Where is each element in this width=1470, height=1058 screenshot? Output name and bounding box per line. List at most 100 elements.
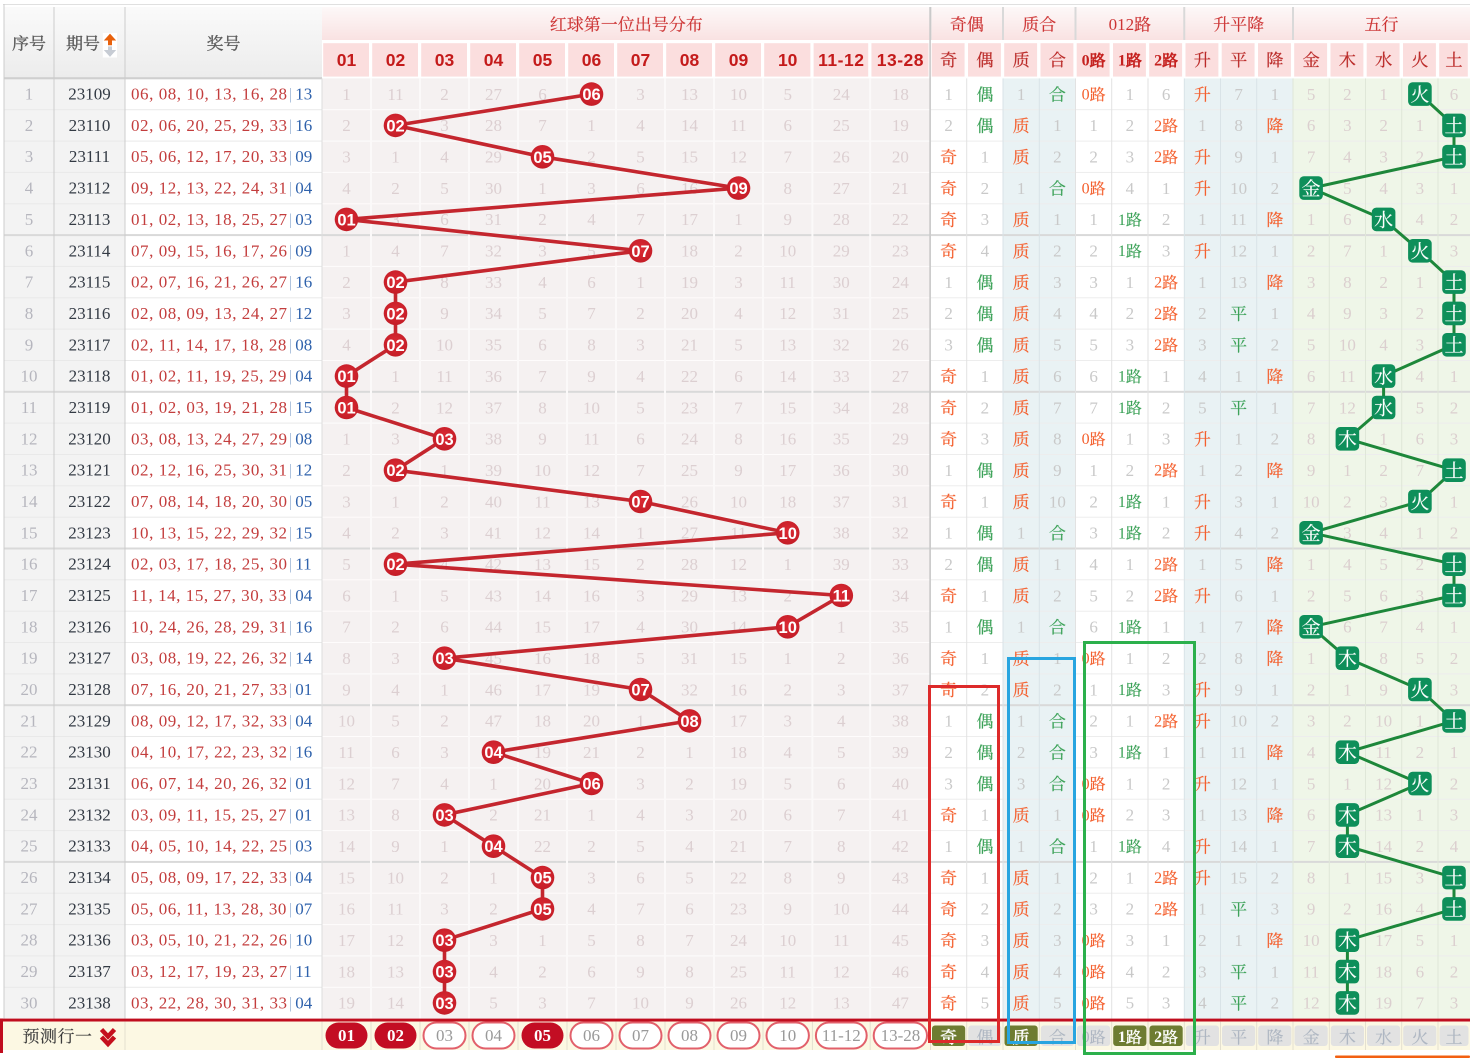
svg-text:31: 31 bbox=[485, 210, 502, 229]
svg-text:7: 7 bbox=[636, 900, 645, 919]
svg-text:2: 2 bbox=[837, 649, 846, 668]
svg-text:6: 6 bbox=[1343, 210, 1352, 229]
svg-text:1: 1 bbox=[1017, 837, 1026, 856]
svg-text:23109: 23109 bbox=[68, 85, 111, 104]
svg-text:11: 11 bbox=[833, 931, 849, 950]
svg-text:13: 13 bbox=[534, 555, 551, 574]
svg-text:2: 2 bbox=[1450, 398, 1459, 417]
svg-text:1: 1 bbox=[489, 868, 498, 887]
svg-text:1: 1 bbox=[1017, 179, 1026, 198]
svg-text:2: 2 bbox=[1271, 179, 1280, 198]
svg-text:3: 3 bbox=[1307, 273, 1316, 292]
svg-text:2: 2 bbox=[1154, 275, 1162, 292]
svg-text:23127: 23127 bbox=[68, 649, 111, 668]
svg-text:3: 3 bbox=[1162, 680, 1171, 699]
svg-text:1: 1 bbox=[1118, 369, 1126, 386]
svg-text:33: 33 bbox=[892, 555, 909, 574]
svg-text:4: 4 bbox=[1416, 210, 1425, 229]
svg-text:1: 1 bbox=[1126, 273, 1135, 292]
svg-text:04: 04 bbox=[295, 993, 313, 1012]
svg-text:|: | bbox=[289, 149, 292, 166]
svg-text:5: 5 bbox=[489, 994, 498, 1013]
svg-text:02: 02 bbox=[386, 305, 404, 323]
svg-text:08: 08 bbox=[295, 335, 312, 354]
svg-text:1: 1 bbox=[1271, 148, 1280, 167]
svg-text:1: 1 bbox=[1343, 680, 1352, 699]
svg-text:09: 09 bbox=[730, 1026, 747, 1045]
svg-text:2: 2 bbox=[1343, 712, 1352, 731]
svg-text:6: 6 bbox=[783, 116, 792, 135]
svg-text:10: 10 bbox=[833, 900, 850, 919]
svg-text:16: 16 bbox=[295, 743, 312, 762]
svg-text:17: 17 bbox=[338, 931, 356, 950]
svg-text:8: 8 bbox=[25, 304, 34, 323]
svg-text:13: 13 bbox=[779, 336, 796, 355]
svg-text:2: 2 bbox=[783, 586, 792, 605]
svg-text:3: 3 bbox=[1450, 994, 1459, 1013]
svg-text:1: 1 bbox=[1379, 430, 1388, 449]
svg-text:5: 5 bbox=[1343, 586, 1352, 605]
svg-text:01: 01 bbox=[337, 368, 355, 386]
svg-text:1: 1 bbox=[1198, 618, 1207, 637]
svg-text:17: 17 bbox=[534, 680, 552, 699]
svg-text:4: 4 bbox=[489, 962, 498, 981]
svg-text:1: 1 bbox=[1118, 525, 1126, 542]
svg-text:11: 11 bbox=[583, 430, 599, 449]
svg-text:3: 3 bbox=[1053, 273, 1062, 292]
svg-text:2: 2 bbox=[1154, 149, 1162, 166]
svg-text:2: 2 bbox=[440, 712, 449, 731]
svg-text:6: 6 bbox=[1089, 618, 1098, 637]
svg-text:4: 4 bbox=[1089, 555, 1098, 574]
svg-text:11: 11 bbox=[1339, 367, 1355, 386]
svg-text:2: 2 bbox=[440, 85, 449, 104]
svg-text:13-28: 13-28 bbox=[877, 50, 924, 70]
svg-text:|: | bbox=[289, 305, 292, 322]
svg-text:04: 04 bbox=[295, 868, 313, 887]
svg-text:1: 1 bbox=[1126, 85, 1135, 104]
svg-text:5: 5 bbox=[636, 649, 645, 668]
svg-text:5: 5 bbox=[1343, 179, 1352, 198]
svg-text:08: 08 bbox=[680, 713, 698, 731]
svg-text:2: 2 bbox=[1154, 306, 1162, 323]
svg-text:|: | bbox=[289, 995, 292, 1012]
svg-text:2: 2 bbox=[587, 837, 596, 856]
svg-text:1: 1 bbox=[1271, 837, 1280, 856]
svg-text:2: 2 bbox=[587, 148, 596, 167]
svg-text:9: 9 bbox=[1053, 461, 1062, 480]
svg-text:1: 1 bbox=[538, 179, 547, 198]
svg-text:09: 09 bbox=[295, 147, 312, 166]
svg-text:1: 1 bbox=[1271, 586, 1280, 605]
svg-text:09, 12, 13, 22, 24, 31: 09, 12, 13, 22, 24, 31 bbox=[131, 179, 288, 198]
svg-text:23124: 23124 bbox=[68, 555, 111, 574]
svg-text:3: 3 bbox=[1450, 806, 1459, 825]
svg-text:1: 1 bbox=[1053, 210, 1062, 229]
svg-text:02: 02 bbox=[387, 1026, 404, 1045]
svg-text:3: 3 bbox=[1343, 116, 1352, 135]
svg-text:39: 39 bbox=[833, 555, 850, 574]
svg-text:05, 06, 11, 13, 28, 30: 05, 06, 11, 13, 28, 30 bbox=[131, 899, 287, 918]
svg-text:1: 1 bbox=[1271, 492, 1280, 511]
svg-text:13: 13 bbox=[833, 994, 850, 1013]
svg-text:8: 8 bbox=[1343, 273, 1352, 292]
svg-text:1: 1 bbox=[1416, 116, 1425, 135]
svg-text:2: 2 bbox=[1162, 962, 1171, 981]
svg-text:11: 11 bbox=[1230, 210, 1246, 229]
svg-text:7: 7 bbox=[587, 304, 596, 323]
svg-text:6: 6 bbox=[538, 336, 547, 355]
svg-text:8: 8 bbox=[1053, 430, 1062, 449]
svg-text:7: 7 bbox=[734, 398, 743, 417]
svg-text:19: 19 bbox=[534, 743, 551, 762]
svg-text:3: 3 bbox=[1162, 430, 1171, 449]
svg-text:1: 1 bbox=[1343, 774, 1352, 793]
svg-text:1: 1 bbox=[636, 712, 645, 731]
svg-text:1: 1 bbox=[1118, 494, 1126, 511]
svg-text:11: 11 bbox=[387, 85, 403, 104]
svg-text:6: 6 bbox=[636, 868, 645, 887]
svg-text:8: 8 bbox=[440, 273, 449, 292]
svg-text:7: 7 bbox=[636, 210, 645, 229]
svg-text:2: 2 bbox=[1089, 242, 1098, 261]
svg-text:04, 10, 17, 22, 23, 32: 04, 10, 17, 22, 23, 32 bbox=[131, 743, 288, 762]
svg-text:24: 24 bbox=[730, 931, 748, 950]
svg-text:07: 07 bbox=[631, 243, 649, 261]
svg-text:1: 1 bbox=[1162, 492, 1171, 511]
